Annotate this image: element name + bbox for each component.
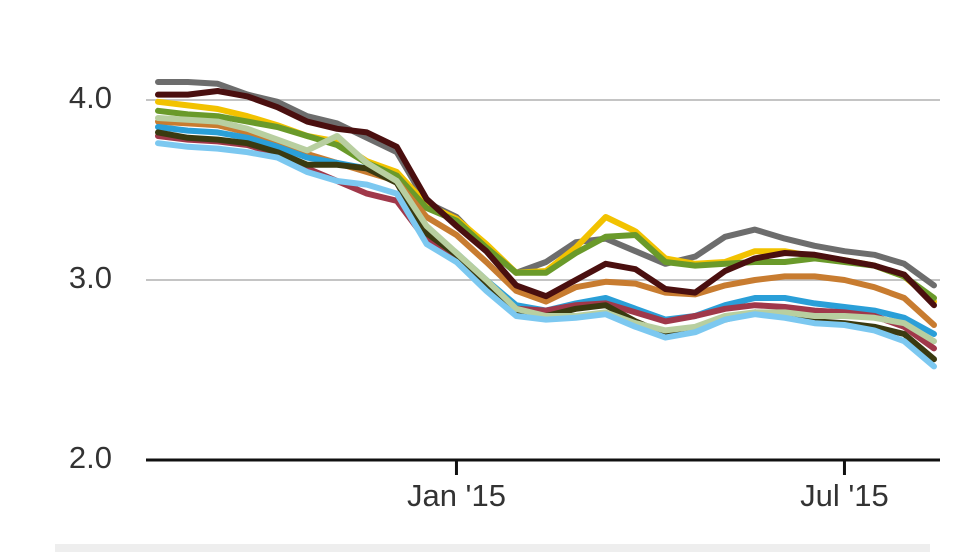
series-line — [155, 115, 937, 345]
series-line — [155, 140, 937, 370]
x-tick-label: Jan '15 — [407, 478, 506, 513]
series-line — [155, 118, 937, 328]
y-tick-label: 4.0 — [69, 80, 112, 115]
series-line — [155, 88, 937, 309]
y-tick-label: 3.0 — [69, 260, 112, 295]
footer-bar — [55, 544, 930, 552]
series-line — [155, 107, 937, 301]
x-tick-label: Jul '15 — [800, 478, 889, 513]
series-line — [155, 79, 937, 289]
y-tick-label: 2.0 — [69, 440, 112, 475]
